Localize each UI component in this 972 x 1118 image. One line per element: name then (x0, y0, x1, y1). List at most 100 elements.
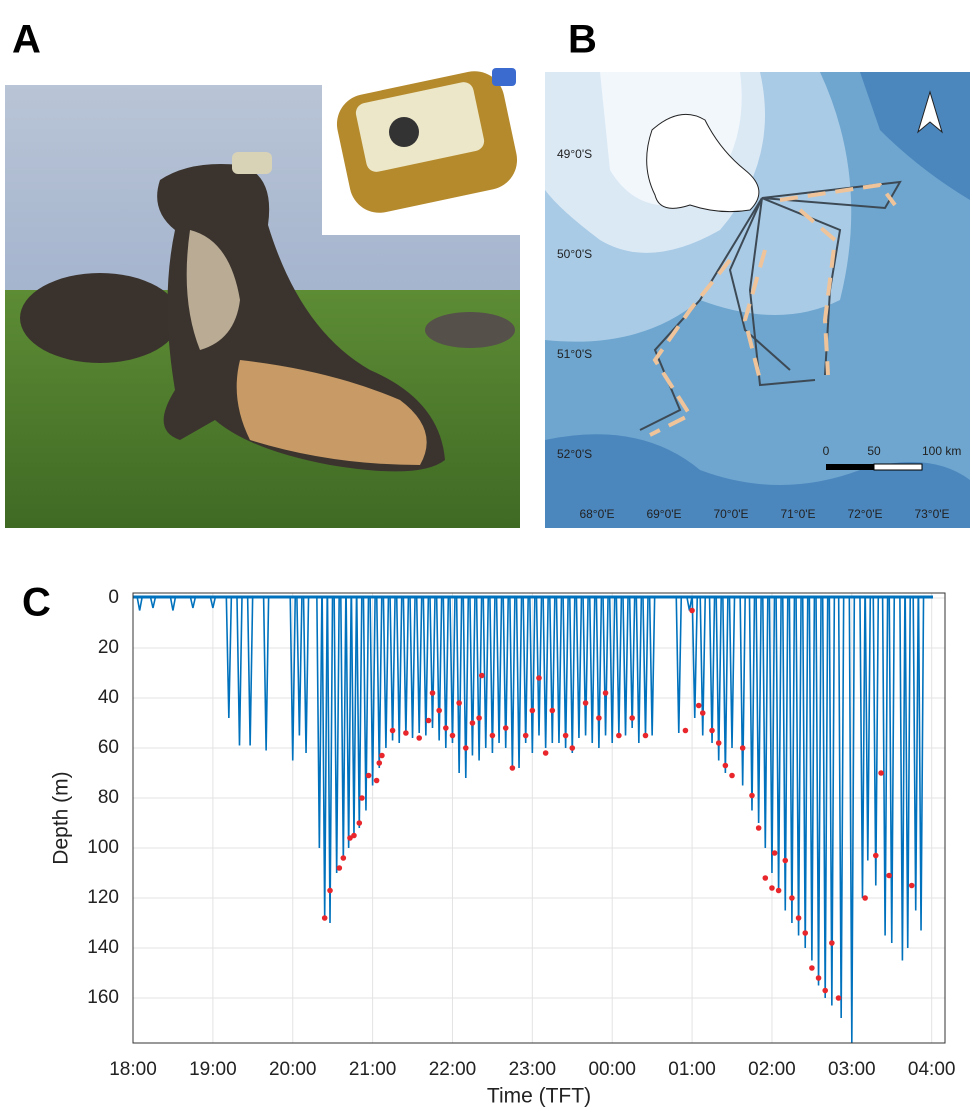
dive (469, 596, 476, 756)
dive (169, 596, 177, 611)
scale-label: 50 (867, 444, 881, 458)
bottom-point (356, 820, 363, 826)
lon-labels: 68°0'E 69°0'E 70°0'E 71°0'E 72°0'E 73°0'E (579, 507, 949, 521)
dive (495, 596, 503, 744)
dive (582, 596, 589, 736)
y-tick-label: 160 (87, 987, 119, 1008)
dive (781, 596, 789, 911)
bottom-point (403, 730, 409, 736)
bottom-point (908, 882, 915, 889)
bottom-point (416, 735, 422, 741)
bottom-point (351, 832, 357, 839)
bottom-point (469, 720, 476, 726)
x-tick-label: 03:00 (828, 1059, 876, 1080)
x-tick-label: 18:00 (109, 1059, 157, 1080)
x-tick-label: 22:00 (429, 1059, 477, 1080)
dive (549, 596, 556, 744)
bottom-point (340, 855, 347, 861)
dive (289, 596, 297, 761)
dive (675, 596, 683, 734)
lon-label: 72°0'E (847, 507, 882, 521)
bottom-point (489, 732, 496, 739)
bottom-point (689, 607, 695, 614)
dive (316, 596, 323, 849)
dive (502, 596, 510, 749)
bottom-point (802, 930, 809, 936)
bottom-point (739, 745, 746, 751)
bottom-point (456, 700, 462, 706)
lon-label: 68°0'E (579, 507, 614, 521)
dive (748, 596, 756, 811)
lon-label: 73°0'E (914, 507, 949, 521)
dive (362, 596, 370, 811)
dive (912, 596, 920, 911)
bottom-point (699, 710, 706, 716)
bottom-point (478, 672, 485, 679)
bottom-point (695, 702, 702, 709)
dive (881, 596, 889, 936)
dive (761, 596, 769, 849)
dive (302, 596, 310, 754)
dive (562, 596, 569, 749)
scale-label: 0 (823, 444, 830, 458)
dive (542, 596, 549, 749)
y-tick-label: 60 (98, 737, 119, 758)
dive (864, 596, 872, 861)
y-tick-label: 0 (108, 587, 119, 608)
bottom-point (327, 887, 333, 894)
dive (435, 596, 443, 741)
bottom-point (389, 727, 396, 734)
panel-label: C (22, 581, 51, 625)
y-tick-label: 40 (98, 687, 119, 708)
plot-frame (132, 592, 946, 1044)
dive (522, 596, 529, 744)
y-tick-label: 20 (98, 637, 119, 658)
x-axis-label: Time (TFT) (487, 1085, 591, 1108)
y-tick-label: 80 (98, 787, 119, 808)
dive (795, 596, 802, 936)
bottom-point (542, 750, 549, 756)
dive (699, 596, 707, 736)
dive (246, 596, 254, 746)
bottom-point (522, 732, 529, 739)
dive (296, 596, 303, 736)
dive (575, 596, 583, 739)
x-tick-label: 19:00 (189, 1059, 237, 1080)
dive (535, 596, 543, 736)
lat-label: 52°0'S (557, 447, 592, 461)
dive (635, 596, 643, 744)
lon-label: 69°0'E (646, 507, 681, 521)
dive (209, 596, 217, 609)
dive (422, 596, 430, 736)
dive (333, 596, 340, 874)
dive (628, 596, 636, 729)
dive (462, 596, 470, 779)
lat-label: 50°0'S (557, 247, 592, 261)
dive (821, 596, 829, 999)
bottom-point (709, 727, 715, 734)
dive (715, 596, 723, 761)
dive (326, 596, 334, 924)
x-tick-label: 02:00 (748, 1059, 796, 1080)
dive (345, 596, 352, 849)
bottom-point (822, 987, 828, 994)
y-axis-label: Depth (m) (50, 771, 73, 864)
bottom-point (629, 715, 635, 721)
bottom-point (596, 715, 602, 721)
dive (602, 596, 609, 736)
dive (189, 596, 197, 609)
bottom-point (862, 895, 868, 901)
dive (888, 596, 896, 944)
panel-label: B (568, 18, 597, 62)
bottom-point (502, 725, 509, 731)
bottom-point (365, 772, 372, 779)
bottom-point (782, 857, 789, 864)
dive (529, 596, 536, 754)
bottom-point (682, 727, 689, 734)
dive (788, 596, 796, 924)
bottom-point (771, 850, 778, 856)
bottom-point (379, 752, 385, 759)
bottom-point (425, 717, 432, 724)
bottom-point (436, 707, 442, 714)
